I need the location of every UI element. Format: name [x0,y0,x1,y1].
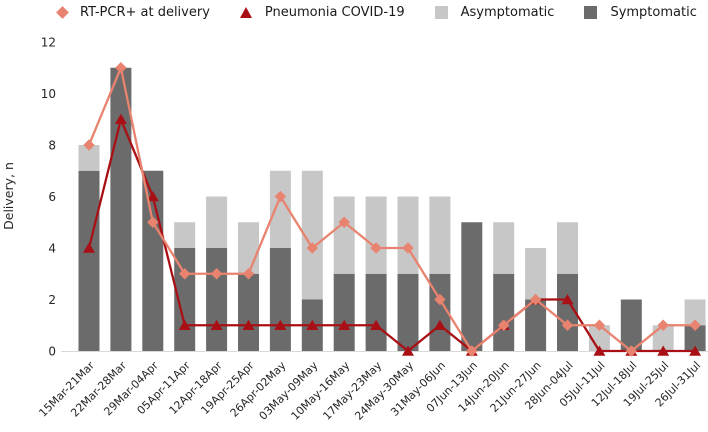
y-axis-title: Delivery, n [1,162,16,230]
bar-asymptomatic [78,145,100,171]
pneumonia-marker [146,191,159,202]
pneumonia-marker [83,242,95,253]
bar-asymptomatic [174,222,196,248]
bar-symptomatic [461,222,483,351]
pneumonia-marker [657,345,670,356]
rtpcr-marker [434,293,446,306]
pneumonia-marker [178,319,191,331]
pneumonia-line [87,118,696,353]
bar-asymptomatic [238,222,259,274]
bar-asymptomatic [269,170,291,248]
bar-symptomatic [525,299,547,351]
rtpcr-marker [179,268,191,280]
y-tick-label: 2 [48,293,56,307]
legend-label-asymptomatic: Asymptomatic [460,5,555,20]
y-tick-label: 4 [48,242,56,256]
bar-asymptomatic [429,196,451,274]
bar-symptomatic [78,170,100,351]
y-tick-label: 10 [41,87,56,101]
rtpcr-marker [274,190,287,203]
bar-symptomatic [365,273,387,351]
pneumonia-marker [210,319,223,331]
rtpcr-marker [466,345,478,357]
pneumonia-marker [274,319,287,331]
pneumonia-marker [242,319,255,331]
bar-symptomatic [110,67,132,351]
y-tick-label: 8 [48,139,56,153]
legend-label-symptomatic: Symptomatic [610,5,697,20]
bar-asymptomatic [557,222,578,274]
bar-symptomatic [269,248,291,351]
rtpcr-marker [83,139,95,151]
rtpcr-marker [657,319,669,331]
pneumonia-marker [402,345,414,356]
rtpcr-marker [338,216,350,228]
triangle-icon [239,7,252,18]
pneumonia-marker [306,319,319,331]
bar-symptomatic [333,273,355,351]
bar-asymptomatic [493,222,515,274]
bar-asymptomatic [333,196,355,274]
pneumonia-marker [338,319,351,331]
rtpcr-marker [561,319,574,331]
bar-asymptomatic [301,170,323,300]
pneumonia-marker [689,345,702,356]
bar-symptomatic [620,299,642,351]
y-tick-label: 12 [41,36,56,50]
legend-item-asymptomatic: Asymptomatic [434,5,555,20]
pneumonia-marker [370,319,383,331]
rtpcr-marker [689,319,701,331]
legend-item-symptomatic: Symptomatic [584,5,697,20]
rtpcr-marker [115,62,127,74]
bar-symptomatic [238,273,259,351]
bar-asymptomatic [652,325,674,351]
rtpcr-marker [498,319,510,331]
bar-symptomatic [684,325,706,351]
bar-asymptomatic [365,196,387,274]
bar-symptomatic [557,273,578,351]
rtpcr-marker [625,345,637,357]
rtpcr-marker [402,242,414,254]
bar-symptomatic [493,273,515,351]
pneumonia-marker [433,319,446,331]
pneumonia-marker [114,113,127,125]
symptomatic-swatch-icon [584,6,598,19]
rtpcr-marker [147,216,159,228]
bar-asymptomatic [684,299,706,326]
bar-asymptomatic [397,196,419,274]
legend-label-rtpcr: RT-PCR+ at delivery [80,5,210,20]
rtpcr-marker [210,268,223,280]
legend-item-pneumonia: Pneumonia COVID-19 [239,5,405,20]
bar-symptomatic [206,248,228,351]
legend-item-rtpcr: RT-PCR+ at delivery [56,5,210,20]
bar-asymptomatic [525,248,547,300]
y-tick-label: 0 [48,345,56,359]
rtpcr-marker [306,242,318,254]
pneumonia-marker [561,294,574,305]
chart-legend: RT-PCR+ at delivery Pneumonia COVID-19 A… [56,5,697,20]
rtpcr-marker [593,319,606,331]
rtpcr-marker [242,268,255,280]
pneumonia-marker [593,345,606,356]
y-tick-label: 6 [48,190,56,204]
asymptomatic-swatch-icon [434,6,448,19]
rtpcr-marker [370,242,382,254]
bar-symptomatic [397,273,419,351]
bar-asymptomatic [206,196,228,248]
rtpcr-marker [529,293,542,306]
legend-label-pneumonia: Pneumonia COVID-19 [264,5,405,20]
